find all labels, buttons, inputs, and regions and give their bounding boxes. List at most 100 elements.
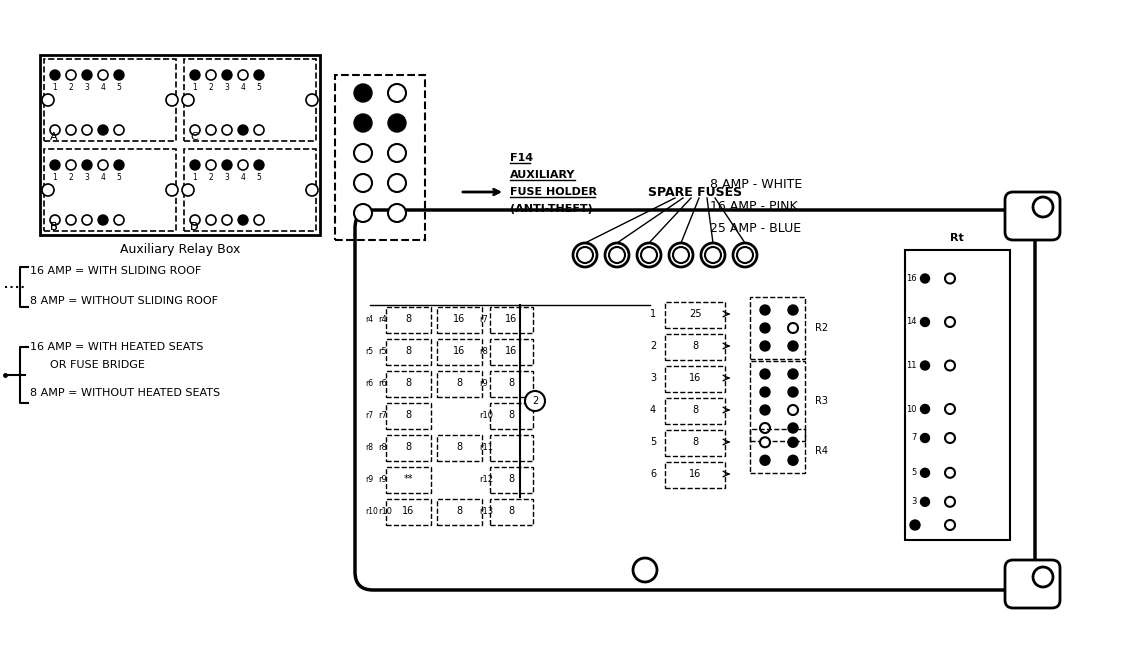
Circle shape — [788, 438, 798, 447]
Bar — [665, 462, 725, 488]
Circle shape — [253, 125, 264, 135]
Text: 2: 2 — [209, 174, 213, 183]
Circle shape — [190, 215, 200, 225]
Circle shape — [306, 94, 318, 106]
Bar — [437, 499, 482, 525]
Bar — [387, 307, 431, 333]
Circle shape — [788, 323, 798, 333]
Text: 25 AMP - BLUE: 25 AMP - BLUE — [710, 223, 801, 236]
Text: 8: 8 — [457, 442, 462, 452]
Circle shape — [921, 434, 929, 443]
Circle shape — [97, 215, 108, 225]
Circle shape — [945, 496, 955, 507]
Circle shape — [206, 70, 216, 80]
Text: 3: 3 — [225, 83, 229, 92]
Circle shape — [760, 455, 770, 465]
Bar — [490, 467, 533, 493]
Circle shape — [354, 204, 372, 222]
Circle shape — [67, 215, 76, 225]
Circle shape — [733, 243, 757, 267]
Circle shape — [206, 215, 216, 225]
Circle shape — [788, 455, 798, 465]
Text: B: B — [50, 222, 57, 232]
Circle shape — [67, 160, 76, 170]
Text: r5: r5 — [365, 346, 373, 356]
Text: 1: 1 — [193, 174, 197, 183]
Text: R4: R4 — [816, 446, 828, 457]
Circle shape — [760, 341, 770, 351]
Text: 6: 6 — [650, 469, 656, 479]
Circle shape — [1033, 197, 1053, 217]
Text: 8: 8 — [692, 341, 699, 351]
Text: 8: 8 — [405, 314, 411, 324]
Circle shape — [67, 125, 76, 135]
Bar — [184, 149, 317, 231]
Circle shape — [604, 243, 629, 267]
Circle shape — [114, 125, 124, 135]
Circle shape — [945, 520, 955, 530]
Text: A: A — [50, 132, 57, 142]
Text: 3: 3 — [85, 174, 89, 183]
Circle shape — [50, 125, 60, 135]
Circle shape — [577, 247, 593, 263]
Text: 5: 5 — [257, 174, 262, 183]
Circle shape — [921, 361, 929, 370]
Text: 10: 10 — [906, 405, 916, 413]
Circle shape — [50, 160, 60, 170]
Bar — [387, 499, 431, 525]
Circle shape — [788, 405, 798, 415]
Circle shape — [206, 125, 216, 135]
Circle shape — [760, 323, 770, 333]
Text: r7: r7 — [479, 314, 487, 324]
Text: 7: 7 — [912, 434, 916, 443]
Text: D: D — [190, 222, 198, 232]
Circle shape — [921, 318, 929, 326]
Text: r10: r10 — [365, 506, 377, 515]
Text: 16: 16 — [906, 274, 916, 283]
Text: r6: r6 — [379, 379, 387, 388]
Text: r4: r4 — [365, 314, 373, 324]
Circle shape — [760, 305, 770, 315]
Text: 25: 25 — [688, 309, 701, 319]
Circle shape — [114, 215, 124, 225]
Text: 3: 3 — [650, 373, 656, 383]
Circle shape — [42, 94, 54, 106]
Circle shape — [945, 317, 955, 327]
Text: (ANTI-THEFT): (ANTI-THEFT) — [510, 204, 593, 214]
Text: 14: 14 — [906, 318, 916, 326]
Circle shape — [921, 405, 929, 413]
Text: r9: r9 — [479, 379, 487, 388]
Circle shape — [669, 243, 693, 267]
Text: 5: 5 — [117, 83, 122, 92]
Text: r10: r10 — [479, 411, 493, 419]
Text: 3: 3 — [225, 174, 229, 183]
Circle shape — [388, 114, 406, 132]
Text: 2: 2 — [650, 341, 656, 351]
Text: 8 AMP - WHITE: 8 AMP - WHITE — [710, 179, 802, 191]
Text: 8: 8 — [405, 410, 411, 420]
Bar — [490, 307, 533, 333]
Circle shape — [253, 160, 264, 170]
Circle shape — [1033, 567, 1053, 587]
Circle shape — [97, 160, 108, 170]
Text: 2: 2 — [69, 83, 73, 92]
Text: r4: r4 — [379, 314, 387, 324]
Circle shape — [388, 174, 406, 192]
Circle shape — [945, 360, 955, 371]
Text: 4: 4 — [241, 83, 245, 92]
Bar — [665, 398, 725, 424]
Circle shape — [67, 70, 76, 80]
Text: 8: 8 — [508, 506, 514, 516]
Circle shape — [237, 70, 248, 80]
Text: 3: 3 — [912, 497, 916, 506]
Text: C: C — [190, 132, 197, 142]
Text: 16: 16 — [689, 469, 701, 479]
FancyBboxPatch shape — [1005, 192, 1060, 240]
Circle shape — [114, 160, 124, 170]
Text: r8: r8 — [365, 443, 373, 451]
Circle shape — [182, 184, 194, 196]
Text: 16 AMP = WITH SLIDING ROOF: 16 AMP = WITH SLIDING ROOF — [30, 266, 201, 276]
Text: 1: 1 — [53, 174, 57, 183]
Circle shape — [237, 125, 248, 135]
Circle shape — [253, 215, 264, 225]
